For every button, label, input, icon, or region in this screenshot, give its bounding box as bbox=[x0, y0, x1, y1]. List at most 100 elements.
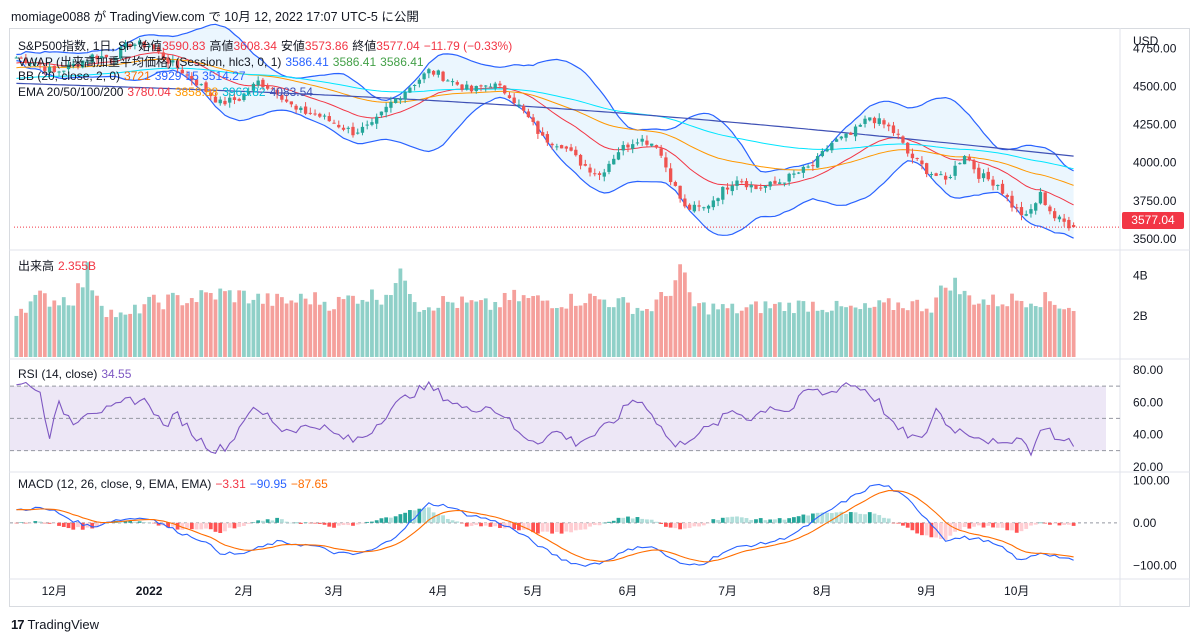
macd-histogram-bar bbox=[426, 507, 431, 523]
candle-body bbox=[247, 91, 251, 95]
macd-histogram-bar bbox=[640, 518, 645, 523]
volume-bar bbox=[1071, 311, 1076, 357]
macd-histogram-bar bbox=[479, 522, 483, 527]
candle-body bbox=[697, 205, 701, 207]
chart-frame bbox=[9, 28, 1190, 607]
volume-bar bbox=[981, 299, 986, 357]
candle-body bbox=[773, 180, 777, 184]
volume-bar bbox=[744, 307, 749, 357]
macd-histogram-bar bbox=[398, 514, 403, 523]
volume-legend[interactable]: 出来高 2.355B bbox=[18, 257, 100, 274]
candles bbox=[14, 38, 1120, 231]
candle-body bbox=[882, 120, 886, 125]
candle-body bbox=[365, 124, 369, 126]
candle-body bbox=[612, 158, 616, 165]
volume-bar bbox=[346, 295, 351, 357]
volume-bar bbox=[66, 305, 71, 357]
macd-histogram-bar bbox=[995, 522, 1000, 528]
candle-body bbox=[303, 106, 308, 114]
main-legend[interactable]: S&P500指数, 1日, SP 始值3590.83 高値3608.34 安値3573… bbox=[18, 37, 516, 54]
macd-histogram-bar bbox=[185, 522, 189, 528]
volume-bar bbox=[289, 300, 294, 357]
rsi-legend[interactable]: RSI (14, close) 34.55 bbox=[18, 367, 135, 381]
volume-bar bbox=[535, 295, 540, 357]
volume-bar bbox=[768, 308, 773, 357]
volume-bar bbox=[720, 304, 725, 357]
macd-histogram-bar bbox=[450, 520, 455, 523]
macd-histogram-bar bbox=[422, 507, 426, 523]
candle-body bbox=[939, 174, 943, 176]
candle-body bbox=[455, 82, 459, 85]
macd-histogram-bar bbox=[189, 522, 194, 530]
candle-body bbox=[735, 180, 739, 186]
volume-bar bbox=[393, 283, 398, 357]
candle-body bbox=[123, 43, 128, 48]
candle-body bbox=[474, 85, 478, 92]
candle-body bbox=[422, 73, 426, 80]
volume-bar bbox=[801, 301, 806, 357]
ema50-line bbox=[16, 58, 1074, 186]
candle-body bbox=[602, 172, 606, 177]
macd-signal-value: −87.65 bbox=[290, 477, 328, 491]
candle-body bbox=[635, 142, 640, 144]
vwap-value-2: 3586.41 bbox=[332, 55, 377, 69]
candle-body bbox=[180, 69, 184, 74]
macd-legend[interactable]: MACD (12, 26, close, 9, EMA, EMA) −3.31 −9… bbox=[18, 477, 332, 491]
macd-histogram-bar bbox=[156, 522, 161, 526]
volume-bar bbox=[474, 301, 479, 357]
bb-legend[interactable]: BB (20, close, 2, 0) 3721 3929 15 3514.27 bbox=[18, 69, 250, 83]
volume-bar bbox=[673, 280, 678, 357]
time-tick-label: 12月 bbox=[42, 584, 67, 598]
macd-histogram-bar bbox=[739, 517, 744, 523]
candle-body bbox=[692, 204, 697, 212]
footer-brand[interactable]: 17 TradingView bbox=[11, 617, 99, 632]
time-tick-label: 2022 bbox=[136, 584, 163, 598]
macd-histogram-bar bbox=[891, 522, 896, 524]
volume-bar bbox=[498, 307, 502, 357]
volume-bar bbox=[265, 293, 270, 357]
macd-histogram-bar bbox=[981, 522, 986, 528]
volume-bar bbox=[355, 303, 360, 357]
candle-body bbox=[815, 156, 820, 168]
candle-body bbox=[152, 44, 156, 49]
candle-body bbox=[356, 132, 360, 134]
price-tick-label: 4500.00 bbox=[1133, 79, 1177, 93]
ema100-line bbox=[16, 67, 1074, 170]
candle-body bbox=[868, 117, 872, 121]
macd-histogram-bar bbox=[469, 522, 474, 526]
macd-histogram-bar bbox=[635, 517, 640, 523]
candle-body bbox=[559, 145, 564, 149]
macd-histogram-bar bbox=[744, 518, 749, 523]
volume-bar bbox=[512, 289, 517, 357]
change-value: −11.79 (−0.33%) bbox=[423, 39, 513, 53]
candle-body bbox=[161, 52, 166, 60]
candle-body bbox=[853, 126, 858, 137]
macd-histogram-bar bbox=[1038, 522, 1043, 524]
macd-histogram-bar bbox=[242, 522, 246, 526]
volume-bar bbox=[398, 268, 403, 357]
volume-bar bbox=[313, 292, 317, 357]
volume-bar bbox=[697, 303, 701, 357]
volume-bar bbox=[920, 311, 924, 357]
macd-histogram-bar bbox=[298, 522, 303, 524]
macd-histogram-bar bbox=[901, 522, 905, 526]
candle-body bbox=[683, 198, 687, 207]
macd-histogram-bar bbox=[597, 522, 602, 526]
volume-bar bbox=[109, 309, 114, 357]
macd-histogram-bar bbox=[521, 522, 526, 530]
candle-body bbox=[839, 136, 843, 139]
candle-body bbox=[57, 71, 61, 73]
volume-bar bbox=[521, 295, 526, 357]
volume-bar bbox=[1048, 301, 1052, 357]
macd-histogram-bar bbox=[664, 522, 668, 527]
vwap-legend[interactable]: VWAP (出来高加重平均価格) (Session, hlc3, 0, 1) 35… bbox=[18, 53, 428, 70]
macd-histogram-bar bbox=[867, 512, 872, 523]
volume-bar bbox=[223, 291, 227, 357]
ema-legend[interactable]: EMA 20/50/100/200 3780.04 3858.88 3963.82 40… bbox=[18, 85, 317, 99]
macd-histogram-bar bbox=[630, 518, 635, 523]
volume-bar bbox=[597, 299, 602, 357]
candle-body bbox=[71, 63, 75, 67]
candle-body bbox=[1005, 195, 1009, 197]
macd-histogram-bar bbox=[920, 522, 924, 536]
